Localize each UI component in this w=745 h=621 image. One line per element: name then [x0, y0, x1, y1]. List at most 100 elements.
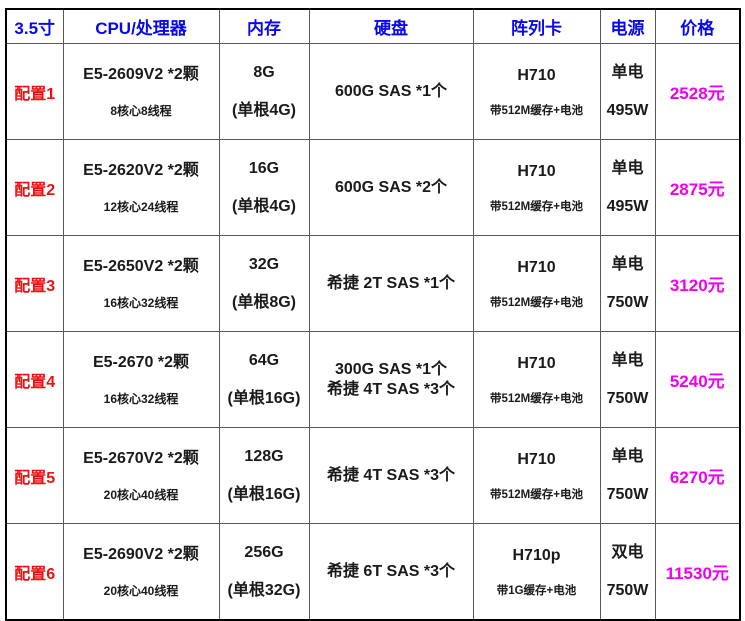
- power-wattage: 750W: [606, 293, 649, 311]
- memory-detail: (单根16G): [227, 485, 301, 503]
- cpu-model: E5-2670V2 *2颗: [83, 449, 199, 467]
- raid-model: H710: [517, 162, 556, 180]
- config-label: 配置6: [5, 523, 64, 621]
- power-cell: 双电 750W: [599, 523, 656, 621]
- cpu-cores-threads: 20核心40线程: [103, 583, 179, 598]
- cpu-cores-threads: 8核心8线程: [110, 103, 172, 118]
- config-row-1: 配置1 E5-2609V2 *2颗 8核心8线程 8G (单根4G) 600G …: [5, 43, 741, 140]
- power-wattage: 495W: [606, 101, 649, 119]
- config-label: 配置3: [5, 235, 64, 332]
- disk-line-1: 300G SAS *1个: [334, 360, 448, 378]
- raid-cell: H710 带512M缓存+电池: [472, 331, 601, 428]
- power-wattage: 750W: [606, 389, 649, 407]
- memory-total: 32G: [248, 255, 280, 273]
- raid-model: H710p: [512, 546, 561, 564]
- price-value: 3120元: [654, 235, 741, 332]
- cpu-cell: E5-2609V2 *2颗 8核心8线程: [62, 43, 220, 140]
- raid-cache-battery: 带512M缓存+电池: [490, 200, 583, 213]
- raid-model: H710: [517, 258, 556, 276]
- raid-cell: H710 带512M缓存+电池: [472, 235, 601, 332]
- col-header-cpu: CPU/处理器: [62, 8, 220, 44]
- memory-total: 256G: [244, 543, 284, 561]
- cpu-cell: E5-2670 *2颗 16核心32线程: [62, 331, 220, 428]
- disk-line-2: 希捷 4T SAS *3个: [326, 380, 456, 398]
- disk-cell: 300G SAS *1个 希捷 4T SAS *3个: [308, 331, 474, 428]
- cpu-cell: E5-2670V2 *2颗 20核心40线程: [62, 427, 220, 524]
- price-value: 5240元: [654, 331, 741, 428]
- power-cell: 单电 750W: [599, 235, 656, 332]
- disk-cell: 600G SAS *1个: [308, 43, 474, 140]
- power-cell: 单电 750W: [599, 427, 656, 524]
- memory-detail: (单根4G): [231, 101, 296, 119]
- cpu-cores-threads: 20核心40线程: [103, 487, 179, 502]
- memory-cell: 64G (单根16G): [218, 331, 310, 428]
- cpu-model: E5-2650V2 *2颗: [83, 257, 199, 275]
- config-row-4: 配置4 E5-2670 *2颗 16核心32线程 64G (单根16G) 300…: [5, 331, 741, 428]
- power-cell: 单电 750W: [599, 331, 656, 428]
- cpu-model: E5-2609V2 *2颗: [83, 65, 199, 83]
- raid-model: H710: [517, 354, 556, 372]
- memory-detail: (单根8G): [231, 293, 296, 311]
- raid-cell: H710 带512M缓存+电池: [472, 427, 601, 524]
- raid-model: H710: [517, 450, 556, 468]
- memory-total: 64G: [248, 351, 280, 369]
- price-value: 2875元: [654, 139, 741, 236]
- config-label: 配置4: [5, 331, 64, 428]
- disk-line-1: 希捷 2T SAS *1个: [326, 274, 456, 292]
- power-type: 单电: [611, 255, 644, 273]
- price-value: 6270元: [654, 427, 741, 524]
- power-type: 单电: [611, 351, 644, 369]
- cpu-cores-threads: 16核心32线程: [103, 391, 179, 406]
- config-label: 配置1: [5, 43, 64, 140]
- memory-total: 8G: [253, 63, 275, 81]
- raid-cache-battery: 带1G缓存+电池: [496, 584, 577, 597]
- header-row: 3.5寸 CPU/处理器 内存 硬盘 阵列卡 电源 价格: [5, 8, 741, 44]
- memory-cell: 32G (单根8G): [218, 235, 310, 332]
- disk-cell: 希捷 4T SAS *3个: [308, 427, 474, 524]
- disk-cell: 希捷 6T SAS *3个: [308, 523, 474, 621]
- config-row-5: 配置5 E5-2670V2 *2颗 20核心40线程 128G (单根16G) …: [5, 427, 741, 524]
- col-header-size: 3.5寸: [5, 8, 64, 44]
- cpu-cell: E5-2690V2 *2颗 20核心40线程: [62, 523, 220, 621]
- server-config-price-table: 3.5寸 CPU/处理器 内存 硬盘 阵列卡 电源 价格 配置1 E5-2609…: [5, 8, 741, 621]
- price-value: 2528元: [654, 43, 741, 140]
- power-cell: 单电 495W: [599, 43, 656, 140]
- power-type: 双电: [611, 543, 644, 561]
- raid-cache-battery: 带512M缓存+电池: [490, 104, 583, 117]
- power-wattage: 495W: [606, 197, 649, 215]
- disk-line-1: 希捷 4T SAS *3个: [326, 466, 456, 484]
- raid-cell: H710 带512M缓存+电池: [472, 43, 601, 140]
- config-row-2: 配置2 E5-2620V2 *2颗 12核心24线程 16G (单根4G) 60…: [5, 139, 741, 236]
- power-type: 单电: [611, 447, 644, 465]
- raid-cache-battery: 带512M缓存+电池: [490, 392, 583, 405]
- cpu-model: E5-2670 *2颗: [92, 353, 190, 371]
- cpu-cores-threads: 16核心32线程: [103, 295, 179, 310]
- cpu-cell: E5-2650V2 *2颗 16核心32线程: [62, 235, 220, 332]
- memory-detail: (单根32G): [227, 581, 301, 599]
- disk-cell: 600G SAS *2个: [308, 139, 474, 236]
- disk-line-1: 希捷 6T SAS *3个: [326, 562, 456, 580]
- memory-detail: (单根4G): [231, 197, 296, 215]
- power-wattage: 750W: [606, 581, 649, 599]
- col-header-price: 价格: [654, 8, 741, 44]
- memory-cell: 256G (单根32G): [218, 523, 310, 621]
- raid-model: H710: [517, 66, 556, 84]
- config-row-6: 配置6 E5-2690V2 *2颗 20核心40线程 256G (单根32G) …: [5, 523, 741, 621]
- memory-cell: 8G (单根4G): [218, 43, 310, 140]
- power-wattage: 750W: [606, 485, 649, 503]
- disk-line-1: 600G SAS *1个: [334, 82, 448, 100]
- raid-cell: H710 带512M缓存+电池: [472, 139, 601, 236]
- cpu-model: E5-2620V2 *2颗: [83, 161, 199, 179]
- raid-cache-battery: 带512M缓存+电池: [490, 296, 583, 309]
- price-value: 11530元: [654, 523, 741, 621]
- col-header-raid: 阵列卡: [472, 8, 601, 44]
- disk-cell: 希捷 2T SAS *1个: [308, 235, 474, 332]
- cpu-cores-threads: 12核心24线程: [103, 199, 179, 214]
- raid-cell: H710p 带1G缓存+电池: [472, 523, 601, 621]
- memory-cell: 16G (单根4G): [218, 139, 310, 236]
- col-header-memory: 内存: [218, 8, 310, 44]
- cpu-model: E5-2690V2 *2颗: [83, 545, 199, 563]
- config-row-3: 配置3 E5-2650V2 *2颗 16核心32线程 32G (单根8G) 希捷…: [5, 235, 741, 332]
- disk-line-1: 600G SAS *2个: [334, 178, 448, 196]
